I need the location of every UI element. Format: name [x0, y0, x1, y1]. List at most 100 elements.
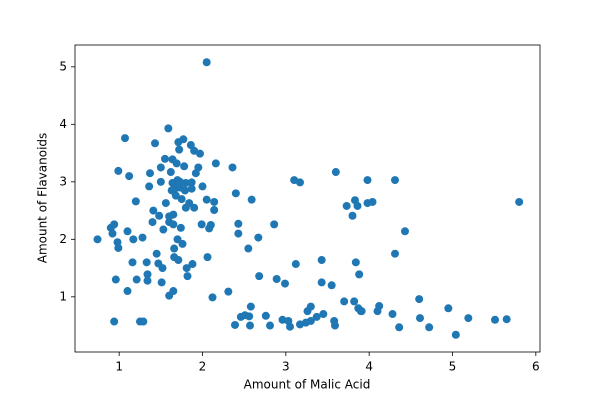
- scatter-point: [138, 233, 147, 242]
- y-tick-label: 5: [59, 59, 67, 73]
- scatter-point: [183, 272, 192, 281]
- scatter-point: [196, 149, 204, 158]
- scatter-point: [306, 302, 315, 311]
- y-tick-label: 3: [59, 174, 67, 188]
- scatter-point: [123, 287, 132, 296]
- scatter-point: [246, 302, 255, 311]
- scatter-point: [208, 293, 217, 302]
- scatter-point: [172, 159, 181, 168]
- scatter-point: [121, 134, 129, 143]
- scatter-point: [151, 139, 159, 148]
- scatter-point: [210, 205, 219, 214]
- scatter-point: [108, 229, 117, 238]
- scatter-point: [169, 210, 178, 219]
- scatter-point: [198, 182, 207, 191]
- scatter-point: [368, 197, 377, 206]
- scatter-point: [350, 297, 359, 306]
- scatter-point: [159, 225, 168, 234]
- scatter-point: [170, 244, 179, 253]
- scatter-point: [306, 316, 315, 325]
- scatter-point: [190, 203, 199, 212]
- scatter-point: [155, 211, 164, 220]
- scatter-point: [244, 244, 253, 253]
- scatter-point: [110, 317, 119, 326]
- scatter-point: [340, 297, 349, 306]
- scatter-point: [174, 256, 183, 265]
- scatter-point: [194, 163, 203, 172]
- scatter-point: [114, 166, 123, 175]
- scatter-point: [197, 220, 206, 229]
- scatter-point: [149, 206, 158, 215]
- scatter-point: [296, 178, 304, 187]
- scatter-point: [291, 260, 300, 269]
- scatter-point: [187, 178, 196, 187]
- scatter-point: [156, 177, 165, 186]
- scatter-point: [228, 163, 237, 172]
- scatter-point: [231, 320, 239, 329]
- scatter-point: [178, 239, 187, 248]
- scatter-point: [166, 168, 175, 177]
- scatter-point: [425, 323, 434, 332]
- scatter-point: [176, 223, 185, 232]
- scatter-point: [179, 135, 188, 144]
- scatter-point: [281, 279, 289, 288]
- scatter-point: [148, 218, 157, 227]
- x-tick-label: 3: [282, 360, 290, 374]
- scatter-point: [156, 163, 165, 172]
- scatter-point: [261, 311, 270, 320]
- scatter-point: [395, 323, 404, 332]
- x-tick-label: 4: [365, 360, 373, 374]
- scatter-point: [342, 201, 351, 210]
- scatter-point: [125, 172, 134, 181]
- scatter-point: [128, 258, 137, 267]
- scatter-point: [312, 312, 321, 321]
- x-tick-label: 1: [115, 360, 123, 374]
- scatter-point: [131, 197, 140, 206]
- scatter-point: [331, 168, 340, 177]
- scatter-point: [111, 275, 120, 284]
- scatter-point: [161, 154, 169, 163]
- scatter-point: [515, 197, 524, 206]
- scatter-point: [234, 229, 243, 238]
- scatter-point: [143, 276, 152, 285]
- scatter-point: [157, 278, 166, 287]
- scatter-point: [177, 195, 186, 204]
- scatter-point: [272, 274, 281, 283]
- scatter-point: [245, 312, 254, 321]
- scatter-point: [110, 220, 119, 229]
- scatter-point: [351, 258, 360, 267]
- scatter-point: [146, 169, 154, 178]
- scatter-point: [203, 253, 212, 262]
- y-axis-label: Amount of Flavanoids: [36, 133, 50, 264]
- scatter-point: [331, 321, 339, 330]
- scatter-point: [391, 249, 399, 258]
- scatter-point: [286, 322, 294, 331]
- scatter-point: [266, 321, 274, 330]
- scatter-point: [502, 315, 511, 324]
- scatter-point: [181, 186, 189, 195]
- scatter-point: [255, 272, 264, 281]
- scatter-point: [401, 227, 409, 236]
- scatter-point: [171, 191, 180, 200]
- axes-frame: [74, 44, 541, 353]
- scatter-point: [210, 197, 219, 206]
- scatter-point: [270, 220, 279, 229]
- scatter-point: [182, 264, 191, 273]
- scatter-point: [211, 159, 220, 168]
- x-tick-label: 5: [449, 360, 457, 374]
- x-axis-label: Amount of Malic Acid: [244, 378, 371, 392]
- scatter-point: [139, 317, 148, 326]
- scatter-point: [129, 235, 138, 244]
- scatter-point: [464, 314, 473, 323]
- y-tick-label: 2: [59, 232, 67, 246]
- scatter-point: [161, 199, 170, 208]
- scatter-point: [180, 162, 189, 171]
- scatter-point: [175, 145, 184, 154]
- scatter-point: [319, 310, 328, 319]
- scatter-point: [491, 315, 499, 324]
- scatter-point: [145, 182, 154, 191]
- scatter-point: [152, 249, 161, 258]
- scatter-point: [327, 281, 336, 290]
- scatter-point: [202, 195, 211, 204]
